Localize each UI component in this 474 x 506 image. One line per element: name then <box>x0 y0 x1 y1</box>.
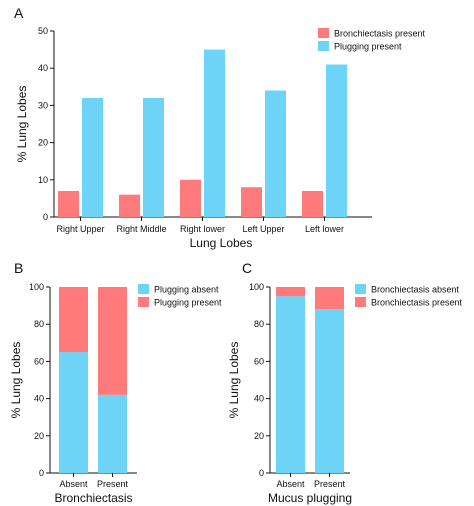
panel-b-y-tick-label: 0 <box>39 468 44 478</box>
panel-b-y-tick-label: 60 <box>34 356 44 366</box>
panel-c-y-tick-label: 60 <box>254 356 264 366</box>
panel-b-y-tick-label: 40 <box>34 394 44 404</box>
panel-a-bar-bronchiectasis-present-left-lower <box>302 190 323 217</box>
panel-b-bar-plugging-absent-present <box>98 394 127 473</box>
panel-b-y-axis-label: % Lung Lobes <box>9 342 23 419</box>
panel-b-legend-swatch-plugging-absent <box>138 284 149 294</box>
panel-b-y-tick-label: 80 <box>34 319 44 329</box>
panel-c-y-tick-label: 40 <box>254 394 264 404</box>
panel-c-x-axis-label: Mucus plugging <box>268 491 352 505</box>
panel-a-bar-bronchiectasis-present-right-lower <box>180 179 201 217</box>
panel-b-x-tick-label: Absent <box>59 479 88 489</box>
panel-a-bar-bronchiectasis-present-right-upper <box>58 190 79 217</box>
panel-b-x-axis-label: Bronchiectasis <box>54 491 132 505</box>
panel-a-legend-swatch-bronchiectasis-present <box>318 28 329 38</box>
panel-a-x-tick-label: Right lower <box>180 224 225 234</box>
panel-b-bar-plugging-present-present <box>98 287 127 395</box>
panel-b-legend-label-plugging-present: Plugging present <box>154 298 222 308</box>
panel-c-bar-bronchiectasis-absent-absent <box>276 296 305 473</box>
panel-a-bar-bronchiectasis-present-left-upper <box>241 187 262 217</box>
panel-c-y-tick-label: 0 <box>259 468 264 478</box>
panel-b-bar-plugging-absent-absent <box>59 352 88 473</box>
panel-c-letter: C <box>242 260 252 276</box>
panel-a-y-tick-label: 20 <box>38 138 48 148</box>
panel-a-y-tick-label: 30 <box>38 100 48 110</box>
panel-c-y-axis-label: % Lung Lobes <box>227 342 241 419</box>
panel-a-y-tick-label: 50 <box>38 26 48 36</box>
panel-c-bar-bronchiectasis-absent-present <box>315 309 344 473</box>
panel-c-x-tick-label: Present <box>314 479 346 489</box>
panel-a-bar-plugging-present-right-upper <box>82 97 103 217</box>
panel-a-bar-plugging-present-left-lower <box>326 64 347 217</box>
panel-c-legend-swatch-bronchiectasis-absent <box>355 284 366 294</box>
panel-a-x-tick-label: Right Middle <box>116 224 166 234</box>
panel-a-y-tick-label: 10 <box>38 175 48 185</box>
panel-a-legend-swatch-plugging-present <box>318 41 329 51</box>
panel-a-legend-label-plugging-present: Plugging present <box>334 42 402 52</box>
panel-a-bar-plugging-present-left-upper <box>265 90 286 217</box>
panel-b-bar-plugging-present-absent <box>59 287 88 353</box>
panel-c-legend-label-bronchiectasis-present: Bronchiectasis present <box>371 298 463 308</box>
panel-a-x-tick-label: Left Upper <box>242 224 284 234</box>
panel-c-y-tick-label: 20 <box>254 431 264 441</box>
panel-c-legend-swatch-bronchiectasis-present <box>355 297 366 307</box>
panel-a-y-tick-label: 40 <box>38 63 48 73</box>
panel-c-y-tick-label: 100 <box>249 282 264 292</box>
panel-c-bar-bronchiectasis-present-present <box>315 287 344 310</box>
panel-b-legend-label-plugging-absent: Plugging absent <box>154 285 219 295</box>
panel-a-bar-bronchiectasis-present-right-middle <box>119 194 140 217</box>
panel-a-letter: A <box>14 5 24 21</box>
panel-a-x-tick-label: Left lower <box>305 224 344 234</box>
panel-c-y-tick-label: 80 <box>254 319 264 329</box>
panel-a-x-tick-label: Right Upper <box>56 224 104 234</box>
panel-c-bar-bronchiectasis-present-absent <box>276 287 305 297</box>
panel-a-y-axis-label: % Lung Lobes <box>15 86 29 163</box>
panel-c-x-tick-label: Absent <box>276 479 305 489</box>
panel-c-legend-label-bronchiectasis-absent: Bronchiectasis absent <box>371 285 460 295</box>
panel-a-bar-plugging-present-right-middle <box>143 97 164 217</box>
panel-b-x-tick-label: Present <box>97 479 129 489</box>
panel-b-y-tick-label: 20 <box>34 431 44 441</box>
panel-b-legend-swatch-plugging-present <box>138 297 149 307</box>
panel-a-y-tick-label: 0 <box>43 212 48 222</box>
panel-a-x-axis-label: Lung Lobes <box>190 236 253 250</box>
panel-a-bar-plugging-present-right-lower <box>204 49 225 217</box>
panel-a-legend-label-bronchiectasis-present: Bronchiectasis present <box>334 29 426 39</box>
panel-b-y-tick-label: 100 <box>29 282 44 292</box>
panel-b-letter: B <box>14 260 23 276</box>
